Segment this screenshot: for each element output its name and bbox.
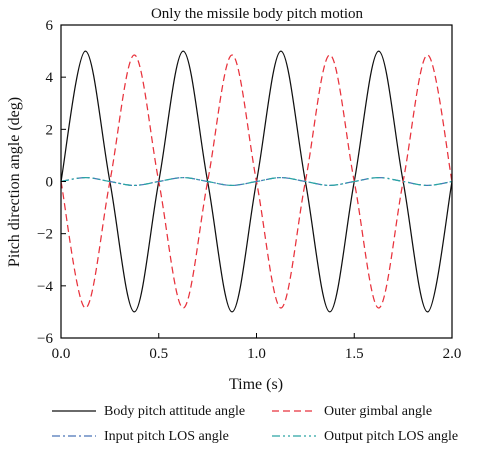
chart-title: Only the missile body pitch motion	[151, 6, 364, 22]
x-tick-label: 0.5	[149, 346, 168, 362]
x-tick-label: 1.5	[345, 346, 364, 362]
legend-label-3: Input pitch LOS angle	[104, 429, 229, 444]
legend: Body pitch attitude angle Outer gimbal an…	[52, 404, 458, 444]
legend-label-2: Outer gimbal angle	[324, 404, 432, 419]
y-tick-label: 0	[46, 175, 54, 191]
series-line-4	[60, 176, 453, 187]
y-tick-label: 2	[46, 122, 54, 138]
y-axis-label: Pitch direction angle (deg)	[6, 97, 23, 267]
x-tick-label: 1.0	[247, 346, 266, 362]
legend-label-1: Body pitch attitude angle	[104, 404, 245, 419]
x-axis-label: Time (s)	[229, 376, 283, 393]
y-tick-label: −2	[37, 227, 53, 243]
y-tick-label: 4	[46, 70, 54, 86]
y-tick-label: −6	[37, 331, 53, 347]
series-layer	[60, 50, 453, 313]
x-tick-label: 2.0	[443, 346, 462, 362]
tick-layer: 0.0 0.5 1.0 1.5 2.0 −6 −4 −2 0 2 4 6	[37, 18, 461, 362]
y-tick-label: 6	[46, 18, 54, 34]
x-tick-label: 0.0	[52, 346, 71, 362]
y-tick-label: −4	[37, 279, 53, 295]
legend-label-4: Output pitch LOS angle	[324, 429, 458, 444]
